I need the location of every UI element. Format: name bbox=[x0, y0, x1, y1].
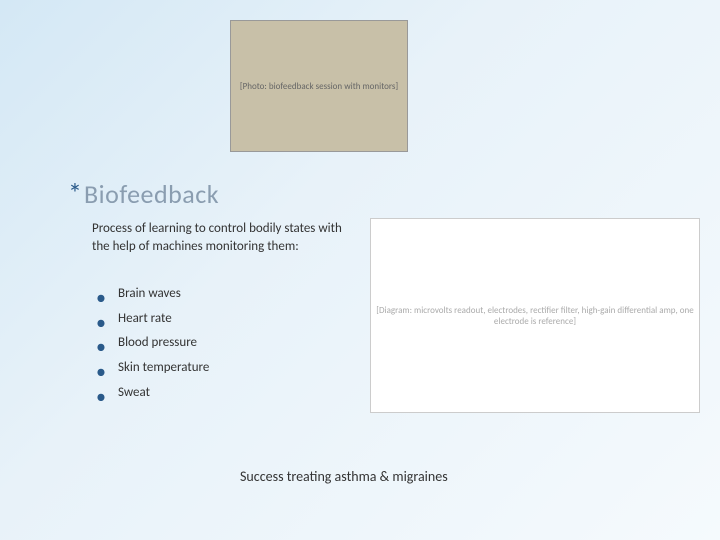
bullet-list: Brain waves Heart rate Blood pressure Sk… bbox=[92, 282, 209, 405]
page-title: Biofeedback bbox=[84, 178, 219, 210]
list-item: Brain waves bbox=[92, 282, 209, 307]
title-bullet: * bbox=[68, 176, 82, 211]
list-item: Skin temperature bbox=[92, 356, 209, 381]
description-text: Process of learning to control bodily st… bbox=[92, 220, 352, 255]
footer-text: Success treating asthma & migraines bbox=[240, 468, 448, 485]
list-item: Heart rate bbox=[92, 307, 209, 332]
list-item: Blood pressure bbox=[92, 331, 209, 356]
photo-image: [Photo: biofeedback session with monitor… bbox=[230, 20, 408, 152]
diagram-image: [Diagram: microvolts readout, electrodes… bbox=[370, 218, 700, 413]
list-item: Sweat bbox=[92, 381, 209, 406]
